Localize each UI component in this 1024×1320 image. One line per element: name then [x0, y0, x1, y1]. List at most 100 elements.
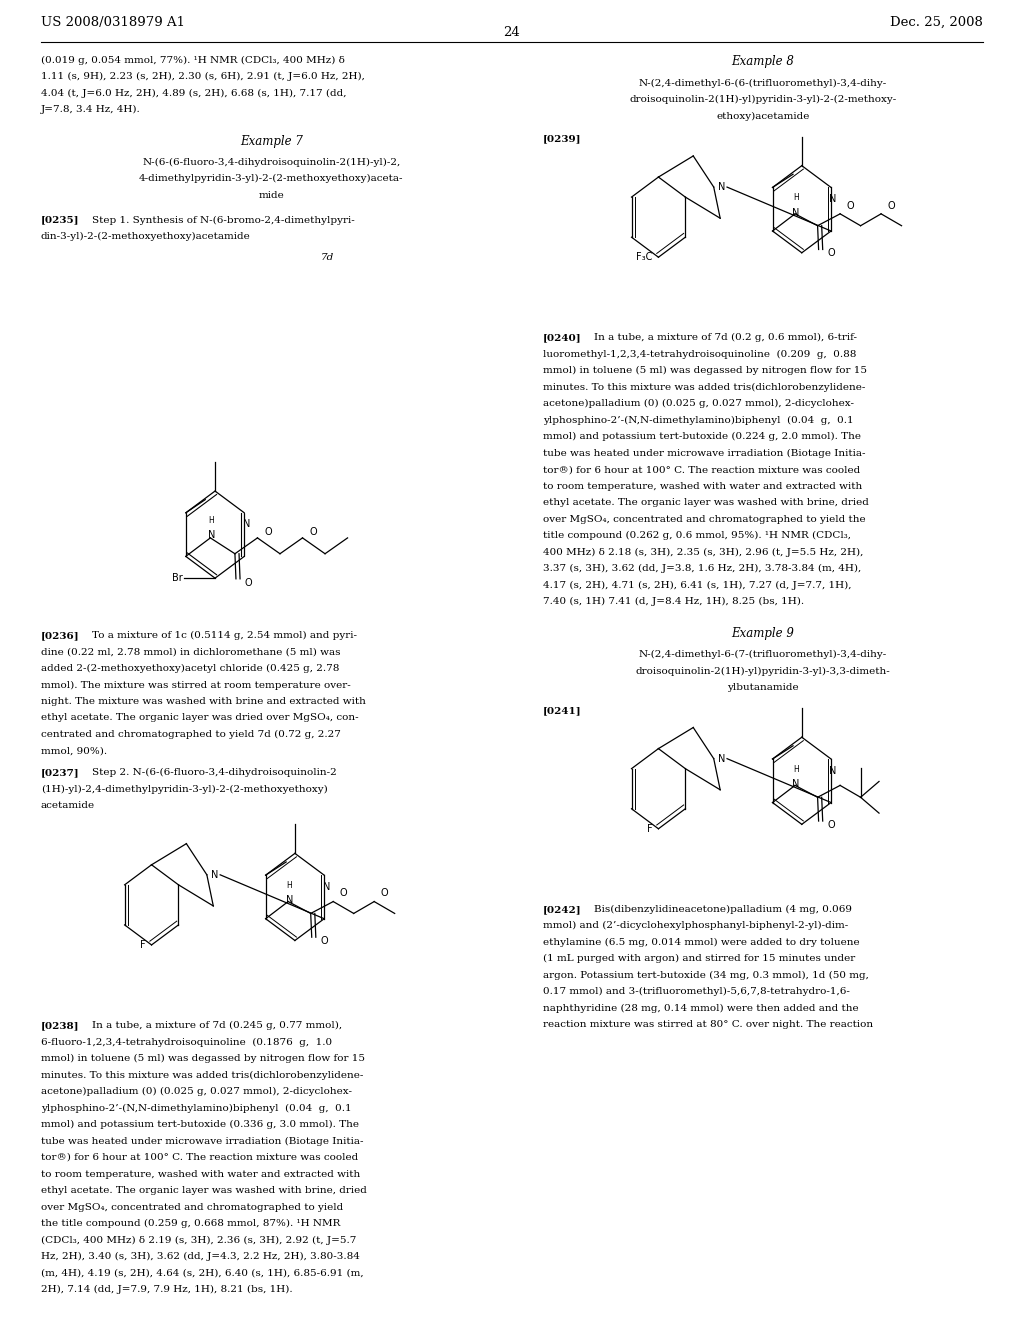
Text: O: O — [310, 527, 317, 536]
Text: H: H — [287, 880, 292, 890]
Text: N: N — [793, 779, 800, 789]
Text: dine (0.22 ml, 2.78 mmol) in dichloromethane (5 ml) was: dine (0.22 ml, 2.78 mmol) in dichloromet… — [41, 648, 340, 656]
Text: tor®) for 6 hour at 100° C. The reaction mixture was cooled: tor®) for 6 hour at 100° C. The reaction… — [41, 1154, 358, 1162]
Text: over MgSO₄, concentrated and chromatographed to yield the: over MgSO₄, concentrated and chromatogra… — [543, 515, 865, 524]
Text: 2H), 7.14 (dd, J=7.9, 7.9 Hz, 1H), 8.21 (bs, 1H).: 2H), 7.14 (dd, J=7.9, 7.9 Hz, 1H), 8.21 … — [41, 1286, 293, 1294]
Text: (CDCl₃, 400 MHz) δ 2.19 (s, 3H), 2.36 (s, 3H), 2.92 (t, J=5.7: (CDCl₃, 400 MHz) δ 2.19 (s, 3H), 2.36 (s… — [41, 1236, 356, 1245]
Text: title compound (0.262 g, 0.6 mmol, 95%). ¹H NMR (CDCl₃,: title compound (0.262 g, 0.6 mmol, 95%).… — [543, 531, 851, 540]
Text: F: F — [140, 940, 145, 950]
Text: acetone)palladium (0) (0.025 g, 0.027 mmol), 2-dicyclohex-: acetone)palladium (0) (0.025 g, 0.027 mm… — [41, 1088, 352, 1096]
Text: [0242]: [0242] — [543, 904, 582, 913]
Text: tube was heated under microwave irradiation (Biotage Initia-: tube was heated under microwave irradiat… — [543, 449, 865, 458]
Text: ethyl acetate. The organic layer was washed with brine, dried: ethyl acetate. The organic layer was was… — [543, 498, 868, 507]
Text: mmol) and (2’-dicyclohexylphosphanyl-biphenyl-2-yl)-dim-: mmol) and (2’-dicyclohexylphosphanyl-bip… — [543, 921, 848, 931]
Text: 0.17 mmol) and 3-(trifluoromethyl)-5,6,7,8-tetrahydro-1,6-: 0.17 mmol) and 3-(trifluoromethyl)-5,6,7… — [543, 987, 850, 997]
Text: 3.37 (s, 3H), 3.62 (dd, J=3.8, 1.6 Hz, 2H), 3.78-3.84 (m, 4H),: 3.37 (s, 3H), 3.62 (dd, J=3.8, 1.6 Hz, 2… — [543, 564, 861, 573]
Text: O: O — [888, 201, 895, 210]
Text: N: N — [718, 182, 725, 193]
Text: Dec. 25, 2008: Dec. 25, 2008 — [890, 16, 983, 29]
Text: 7.40 (s, 1H) 7.41 (d, J=8.4 Hz, 1H), 8.25 (bs, 1H).: 7.40 (s, 1H) 7.41 (d, J=8.4 Hz, 1H), 8.2… — [543, 597, 804, 606]
Text: O: O — [827, 820, 836, 830]
Text: O: O — [340, 888, 347, 899]
Text: ethyl acetate. The organic layer was dried over MgSO₄, con-: ethyl acetate. The organic layer was dri… — [41, 714, 358, 722]
Text: Step 1. Synthesis of N-(6-bromo-2,4-dimethylpyri-: Step 1. Synthesis of N-(6-bromo-2,4-dime… — [92, 215, 355, 224]
Text: the title compound (0.259 g, 0.668 mmol, 87%). ¹H NMR: the title compound (0.259 g, 0.668 mmol,… — [41, 1220, 340, 1228]
Text: [0236]: [0236] — [41, 631, 80, 640]
Text: ethyl acetate. The organic layer was washed with brine, dried: ethyl acetate. The organic layer was was… — [41, 1187, 367, 1195]
Text: argon. Potassium tert-butoxide (34 mg, 0.3 mmol), 1d (50 mg,: argon. Potassium tert-butoxide (34 mg, 0… — [543, 970, 868, 979]
Text: naphthyridine (28 mg, 0.14 mmol) were then added and the: naphthyridine (28 mg, 0.14 mmol) were th… — [543, 1003, 858, 1012]
Text: N-(2,4-dimethyl-6-(6-(trifluoromethyl)-3,4-dihy-: N-(2,4-dimethyl-6-(6-(trifluoromethyl)-3… — [639, 79, 887, 87]
Text: [0240]: [0240] — [543, 333, 582, 342]
Text: O: O — [244, 578, 252, 587]
Text: ylphosphino-2’-(N,N-dimethylamino)biphenyl  (0.04  g,  0.1: ylphosphino-2’-(N,N-dimethylamino)biphen… — [41, 1104, 351, 1113]
Text: mmol) and potassium tert-butoxide (0.224 g, 2.0 mmol). The: mmol) and potassium tert-butoxide (0.224… — [543, 432, 861, 441]
Text: [0235]: [0235] — [41, 215, 80, 224]
Text: mmol) and potassium tert-butoxide (0.336 g, 3.0 mmol). The: mmol) and potassium tert-butoxide (0.336… — [41, 1121, 359, 1129]
Text: (1H)-yl)-2,4-dimethylpyridin-3-yl)-2-(2-methoxyethoxy): (1H)-yl)-2,4-dimethylpyridin-3-yl)-2-(2-… — [41, 784, 328, 793]
Text: Example 8: Example 8 — [731, 55, 795, 69]
Text: [0239]: [0239] — [543, 135, 582, 144]
Text: O: O — [381, 888, 388, 899]
Text: Example 7: Example 7 — [240, 135, 303, 148]
Text: din-3-yl)-2-(2-methoxyethoxy)acetamide: din-3-yl)-2-(2-methoxyethoxy)acetamide — [41, 232, 251, 242]
Text: acetamide: acetamide — [41, 801, 95, 810]
Text: tube was heated under microwave irradiation (Biotage Initia-: tube was heated under microwave irradiat… — [41, 1137, 364, 1146]
Text: US 2008/0318979 A1: US 2008/0318979 A1 — [41, 16, 185, 29]
Text: 1.11 (s, 9H), 2.23 (s, 2H), 2.30 (s, 6H), 2.91 (t, J=6.0 Hz, 2H),: 1.11 (s, 9H), 2.23 (s, 2H), 2.30 (s, 6H)… — [41, 71, 365, 81]
Text: O: O — [827, 248, 836, 259]
Text: to room temperature, washed with water and extracted with: to room temperature, washed with water a… — [543, 482, 862, 491]
Text: N: N — [323, 882, 330, 892]
Text: reaction mixture was stirred at 80° C. over night. The reaction: reaction mixture was stirred at 80° C. o… — [543, 1020, 872, 1030]
Text: added 2-(2-methoxyethoxy)acetyl chloride (0.425 g, 2.78: added 2-(2-methoxyethoxy)acetyl chloride… — [41, 664, 339, 673]
Text: minutes. To this mixture was added tris(dichlorobenzylidene-: minutes. To this mixture was added tris(… — [543, 383, 865, 392]
Text: 24: 24 — [504, 26, 520, 40]
Text: N-(6-(6-fluoro-3,4-dihydroisoquinolin-2(1H)-yl)-2,: N-(6-(6-fluoro-3,4-dihydroisoquinolin-2(… — [142, 157, 400, 166]
Text: In a tube, a mixture of 7d (0.245 g, 0.77 mmol),: In a tube, a mixture of 7d (0.245 g, 0.7… — [92, 1022, 342, 1030]
Text: 7d: 7d — [322, 253, 334, 263]
Text: mmol) in toluene (5 ml) was degassed by nitrogen flow for 15: mmol) in toluene (5 ml) was degassed by … — [41, 1055, 365, 1063]
Text: 400 MHz) δ 2.18 (s, 3H), 2.35 (s, 3H), 2.96 (t, J=5.5 Hz, 2H),: 400 MHz) δ 2.18 (s, 3H), 2.35 (s, 3H), 2… — [543, 548, 863, 557]
Text: In a tube, a mixture of 7d (0.2 g, 0.6 mmol), 6-trif-: In a tube, a mixture of 7d (0.2 g, 0.6 m… — [594, 333, 857, 342]
Text: Hz, 2H), 3.40 (s, 3H), 3.62 (dd, J=4.3, 2.2 Hz, 2H), 3.80-3.84: Hz, 2H), 3.40 (s, 3H), 3.62 (dd, J=4.3, … — [41, 1253, 359, 1261]
Text: luoromethyl-1,2,3,4-tetrahydroisoquinoline  (0.209  g,  0.88: luoromethyl-1,2,3,4-tetrahydroisoquinoli… — [543, 350, 856, 359]
Text: F₃C: F₃C — [636, 252, 652, 263]
Text: N: N — [243, 520, 250, 529]
Text: N: N — [211, 870, 218, 880]
Text: droisoquinolin-2(1H)-yl)pyridin-3-yl)-3,3-dimeth-: droisoquinolin-2(1H)-yl)pyridin-3-yl)-3,… — [636, 667, 890, 676]
Text: Bis(dibenzylidineacetone)palladium (4 mg, 0.069: Bis(dibenzylidineacetone)palladium (4 mg… — [594, 904, 852, 913]
Text: ylphosphino-2’-(N,N-dimethylamino)biphenyl  (0.04  g,  0.1: ylphosphino-2’-(N,N-dimethylamino)biphen… — [543, 416, 853, 425]
Text: 6-fluoro-1,2,3,4-tetrahydroisoquinoline  (0.1876  g,  1.0: 6-fluoro-1,2,3,4-tetrahydroisoquinoline … — [41, 1038, 332, 1047]
Text: mmol, 90%).: mmol, 90%). — [41, 747, 108, 755]
Text: night. The mixture was washed with brine and extracted with: night. The mixture was washed with brine… — [41, 697, 366, 706]
Text: Br: Br — [172, 573, 182, 583]
Text: mmol). The mixture was stirred at room temperature over-: mmol). The mixture was stirred at room t… — [41, 681, 350, 689]
Text: to room temperature, washed with water and extracted with: to room temperature, washed with water a… — [41, 1170, 360, 1179]
Text: minutes. To this mixture was added tris(dichlorobenzylidene-: minutes. To this mixture was added tris(… — [41, 1071, 364, 1080]
Text: [0241]: [0241] — [543, 706, 582, 715]
Text: N: N — [718, 754, 725, 764]
Text: H: H — [794, 764, 799, 774]
Text: 4-dimethylpyridin-3-yl)-2-(2-methoxyethoxy)aceta-: 4-dimethylpyridin-3-yl)-2-(2-methoxyetho… — [139, 174, 403, 183]
Text: Step 2. N-(6-(6-fluoro-3,4-dihydroisoquinolin-2: Step 2. N-(6-(6-fluoro-3,4-dihydroisoqui… — [92, 768, 337, 777]
Text: N: N — [829, 194, 837, 205]
Text: tor®) for 6 hour at 100° C. The reaction mixture was cooled: tor®) for 6 hour at 100° C. The reaction… — [543, 465, 860, 474]
Text: To a mixture of 1c (0.5114 g, 2.54 mmol) and pyri-: To a mixture of 1c (0.5114 g, 2.54 mmol)… — [92, 631, 357, 640]
Text: H: H — [209, 516, 214, 524]
Text: O: O — [847, 201, 854, 210]
Text: (1 mL purged with argon) and stirred for 15 minutes under: (1 mL purged with argon) and stirred for… — [543, 954, 855, 964]
Text: droisoquinolin-2(1H)-yl)pyridin-3-yl)-2-(2-methoxy-: droisoquinolin-2(1H)-yl)pyridin-3-yl)-2-… — [630, 95, 896, 104]
Text: mmol) in toluene (5 ml) was degassed by nitrogen flow for 15: mmol) in toluene (5 ml) was degassed by … — [543, 366, 866, 375]
Text: N: N — [793, 207, 800, 218]
Text: ethylamine (6.5 mg, 0.014 mmol) were added to dry toluene: ethylamine (6.5 mg, 0.014 mmol) were add… — [543, 937, 859, 946]
Text: 4.04 (t, J=6.0 Hz, 2H), 4.89 (s, 2H), 6.68 (s, 1H), 7.17 (dd,: 4.04 (t, J=6.0 Hz, 2H), 4.89 (s, 2H), 6.… — [41, 88, 346, 98]
Text: (m, 4H), 4.19 (s, 2H), 4.64 (s, 2H), 6.40 (s, 1H), 6.85-6.91 (m,: (m, 4H), 4.19 (s, 2H), 4.64 (s, 2H), 6.4… — [41, 1269, 364, 1278]
Text: Example 9: Example 9 — [731, 627, 795, 640]
Text: over MgSO₄, concentrated and chromatographed to yield: over MgSO₄, concentrated and chromatogra… — [41, 1203, 343, 1212]
Text: O: O — [265, 527, 272, 536]
Text: 4.17 (s, 2H), 4.71 (s, 2H), 6.41 (s, 1H), 7.27 (d, J=7.7, 1H),: 4.17 (s, 2H), 4.71 (s, 2H), 6.41 (s, 1H)… — [543, 581, 851, 590]
Text: N: N — [208, 531, 215, 540]
Text: ylbutanamide: ylbutanamide — [727, 682, 799, 692]
Text: ethoxy)acetamide: ethoxy)acetamide — [716, 112, 810, 120]
Text: mide: mide — [258, 190, 285, 199]
